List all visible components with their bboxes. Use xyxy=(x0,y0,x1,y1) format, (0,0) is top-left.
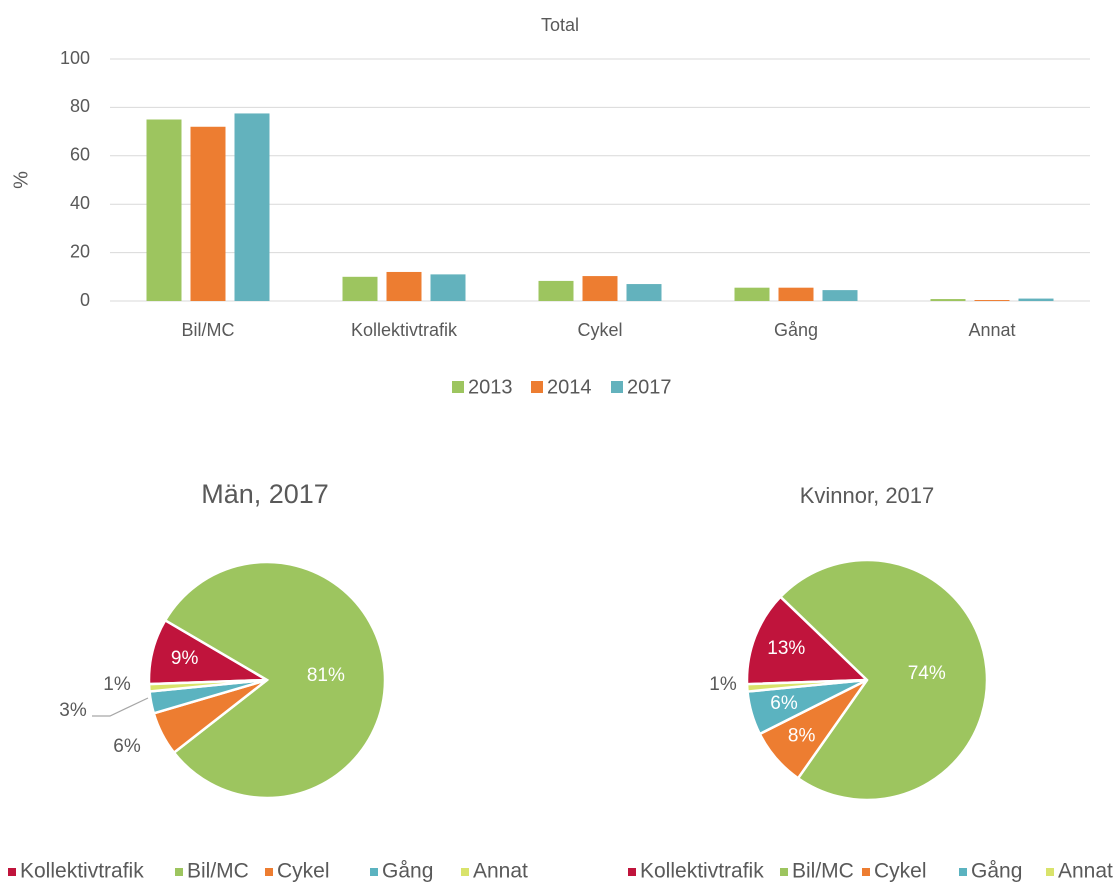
data-label: 6% xyxy=(770,693,798,714)
bar xyxy=(190,126,226,301)
bar xyxy=(386,271,422,301)
data-label: 81% xyxy=(307,665,345,686)
bar xyxy=(146,119,182,301)
legend-swatch xyxy=(628,868,636,876)
bar xyxy=(626,284,662,301)
legend-swatch xyxy=(452,381,464,393)
bar xyxy=(778,287,814,301)
legend-swatch xyxy=(611,381,623,393)
pie-slice xyxy=(745,678,868,693)
bar xyxy=(538,280,574,301)
bar xyxy=(974,300,1010,301)
bar xyxy=(930,299,966,301)
data-label: 13% xyxy=(767,638,805,659)
legend-swatch xyxy=(265,868,273,876)
legend-swatch xyxy=(175,868,183,876)
y-tick-label: 60 xyxy=(70,145,90,165)
x-tick-label: Cykel xyxy=(577,320,622,340)
legend-label: 2017 xyxy=(627,376,672,398)
chart-title: Total xyxy=(541,15,579,35)
bar xyxy=(430,274,466,301)
legend-label: Bil/MC xyxy=(792,860,854,883)
bar xyxy=(342,276,378,301)
legend-label: Annat xyxy=(1058,860,1113,883)
data-label: 8% xyxy=(788,725,816,746)
legend-swatch xyxy=(8,868,16,876)
y-tick-label: 40 xyxy=(70,193,90,213)
legend-swatch xyxy=(531,381,543,393)
legend-label: Kollektivtrafik xyxy=(20,860,144,883)
legend-swatch xyxy=(862,868,870,876)
bar xyxy=(734,287,770,301)
bar xyxy=(234,113,270,301)
pie-slice xyxy=(147,678,268,693)
bar xyxy=(582,276,618,301)
y-tick-label: 20 xyxy=(70,241,90,261)
data-label: 9% xyxy=(171,648,199,669)
legend-label: Gång xyxy=(382,860,433,883)
legend-label: 2014 xyxy=(547,376,592,398)
data-label: 3% xyxy=(59,700,87,721)
pie-title: Kvinnor, 2017 xyxy=(800,483,935,508)
bar xyxy=(1018,298,1054,301)
legend-label: Gång xyxy=(971,860,1022,883)
legend-label: Kollektivtrafik xyxy=(640,860,764,883)
legend-swatch xyxy=(780,868,788,876)
y-axis-label: % xyxy=(10,171,32,189)
data-label: 74% xyxy=(908,663,946,684)
data-label: 1% xyxy=(709,674,737,695)
x-tick-label: Annat xyxy=(968,320,1015,340)
data-label: 1% xyxy=(103,674,131,695)
legend-swatch xyxy=(370,868,378,876)
legend-swatch xyxy=(959,868,967,876)
leader-line xyxy=(92,697,149,717)
data-label: 6% xyxy=(113,736,141,757)
legend-swatch xyxy=(461,868,469,876)
bar xyxy=(822,290,858,301)
pie-slice xyxy=(745,595,870,686)
legend-swatch xyxy=(1046,868,1054,876)
x-tick-label: Kollektivtrafik xyxy=(351,320,458,340)
pie-title: Män, 2017 xyxy=(201,479,329,509)
pie-slice xyxy=(778,558,989,802)
y-tick-label: 100 xyxy=(60,48,90,68)
y-tick-label: 0 xyxy=(80,290,90,310)
x-tick-label: Gång xyxy=(774,320,818,340)
x-tick-label: Bil/MC xyxy=(182,320,235,340)
legend-label: Bil/MC xyxy=(187,860,249,883)
legend-label: Cykel xyxy=(874,860,927,883)
y-tick-label: 80 xyxy=(70,96,90,116)
pie-slice xyxy=(163,560,387,800)
legend-label: Cykel xyxy=(277,860,330,883)
legend-label: 2013 xyxy=(468,376,513,398)
legend-label: Annat xyxy=(473,860,528,883)
